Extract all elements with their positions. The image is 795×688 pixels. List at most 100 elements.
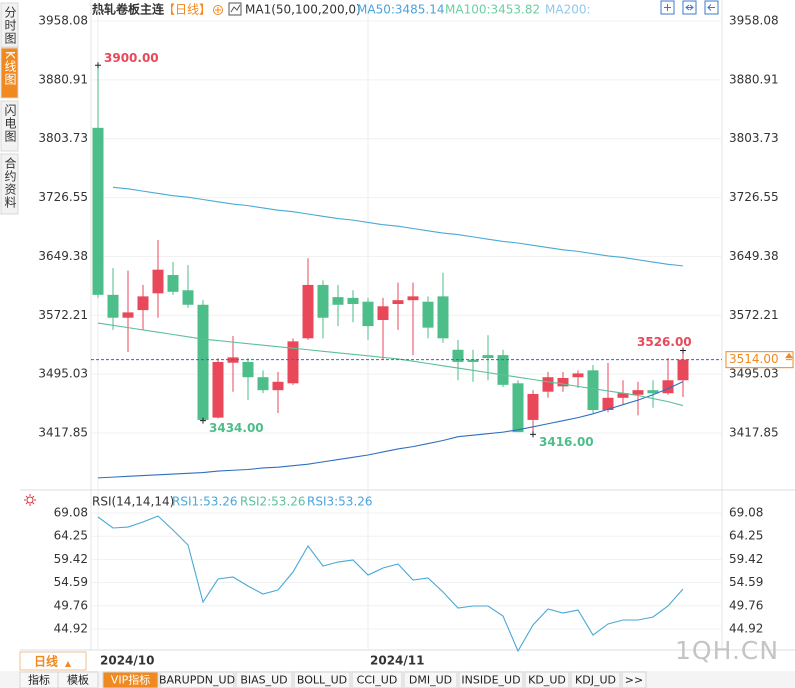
candle-body <box>137 296 149 311</box>
sidebar-tab[interactable] <box>0 100 19 152</box>
candle-body <box>257 377 269 391</box>
toolbar-tab-label[interactable]: KDJ_UD <box>575 674 616 687</box>
annotation-label: 3900.00 <box>104 51 159 65</box>
legend-entry: RSI1:53.26 <box>172 495 238 509</box>
period-button-label[interactable]: 日线 <box>34 654 58 669</box>
candle-body <box>647 390 659 394</box>
candle-body <box>662 380 674 394</box>
toolbar-tab-label[interactable]: BOLL_UD <box>297 674 347 687</box>
ma-line <box>97 381 684 479</box>
sidebar-tab-label[interactable]: 合约资料 <box>3 156 17 209</box>
candle-body <box>272 381 284 391</box>
annotation-label: 3526.00 <box>637 335 692 349</box>
candle-body <box>467 359 479 362</box>
candle-body <box>107 294 119 318</box>
ma-line <box>97 322 684 407</box>
toolbar-tab[interactable] <box>351 671 403 688</box>
rsi-title: RSI(14,14,14) <box>92 495 174 509</box>
toolbar-tab[interactable] <box>403 671 458 688</box>
toolbar-tab[interactable] <box>570 671 621 688</box>
candle-body <box>527 393 539 420</box>
sidebar-tab-label[interactable]: 分时图 <box>3 6 17 45</box>
annotation-label: 3434.00 <box>209 421 264 435</box>
candle-body <box>542 377 554 392</box>
y-tick-label-right: 3880.91 <box>729 72 779 86</box>
last-price-arrow[interactable] <box>785 352 793 361</box>
sidebar-tab-label[interactable]: K线图 <box>3 51 17 86</box>
candle-body <box>92 127 104 295</box>
candle-body <box>422 301 434 328</box>
toolbar-tab[interactable] <box>293 671 351 688</box>
toolbar-tab-label[interactable]: CCI_UD <box>357 674 398 687</box>
toolbar-tab-label[interactable]: VIP指标 <box>111 673 150 687</box>
y-tick-label: 3495.03 <box>38 367 88 381</box>
rsi-settings-icon[interactable] <box>24 494 36 506</box>
last-price-box <box>725 351 794 369</box>
toolbar-tab-label[interactable]: DMI_UD <box>409 674 452 687</box>
toolbar-tab-label[interactable]: >> <box>625 674 643 687</box>
candle-body <box>497 355 509 385</box>
y-tick-label-right: 3572.21 <box>729 308 779 322</box>
y-tick-label-right: 3495.03 <box>729 367 779 381</box>
zoom-icons[interactable] <box>660 0 719 15</box>
annotation-marker <box>95 62 101 69</box>
legend-entry: MA200: <box>545 3 591 17</box>
rsi-line <box>97 515 684 653</box>
toolbar-tab[interactable] <box>458 671 524 688</box>
indicator-icon[interactable] <box>228 2 242 16</box>
candle-body <box>617 393 629 398</box>
candle-body <box>362 301 374 327</box>
toolbar-tab[interactable] <box>102 671 159 688</box>
add-icon[interactable] <box>213 5 223 15</box>
candle-body <box>377 306 389 321</box>
ma-line <box>112 186 684 267</box>
y-tick-label: 3417.85 <box>38 425 88 439</box>
candle-body <box>332 297 344 305</box>
toolbar-tab-label[interactable]: KD_UD <box>528 674 566 687</box>
sidebar-tab[interactable] <box>0 47 19 99</box>
y-tick-label-right: 3726.55 <box>729 190 779 204</box>
candle-body <box>212 361 224 418</box>
indicator: MA1(50,100,200,0) <box>245 3 361 17</box>
candle-body <box>452 349 464 362</box>
toolbar-tab[interactable] <box>57 671 99 688</box>
x-tick-label: 2024/10 <box>100 654 154 668</box>
toolbar-tab-label[interactable]: BIAS_UD <box>240 674 287 687</box>
annotation-marker <box>530 431 536 438</box>
annotation-marker <box>200 417 206 424</box>
toolbar-tab[interactable] <box>159 671 235 688</box>
sidebar-tab-label[interactable]: 闪电图 <box>3 104 17 143</box>
candle-body <box>407 296 419 301</box>
y-tick-label: 3649.38 <box>38 249 88 263</box>
toolbar-tab-label[interactable]: INSIDE_UD <box>461 674 520 687</box>
y-tick-label: 54.59 <box>54 575 88 589</box>
candle-body <box>242 361 254 378</box>
candle-body <box>317 284 329 318</box>
legend-entry: RSI3:53.26 <box>307 495 373 509</box>
candle-body <box>557 377 569 387</box>
toolbar-tab-label[interactable]: BARUPDN_UD <box>159 674 235 687</box>
period-button-arrow[interactable] <box>65 661 71 667</box>
y-tick-label-right: 3803.73 <box>729 131 779 145</box>
sidebar-tab[interactable] <box>0 2 19 48</box>
toolbar-tab[interactable] <box>235 671 293 688</box>
y-tick-label: 44.92 <box>54 621 88 635</box>
watermark: 1QH.CN <box>675 636 779 665</box>
y-tick-label: 3880.91 <box>38 72 88 86</box>
y-tick-label-right: 3417.85 <box>729 425 779 439</box>
sidebar-tab[interactable] <box>0 153 19 215</box>
y-tick-label: 3958.08 <box>38 14 88 28</box>
toolbar-tab-label[interactable]: 模板 <box>67 673 89 687</box>
y-tick-label-right: 64.25 <box>729 529 763 543</box>
candle-body <box>182 290 194 305</box>
y-tick-label: 3572.21 <box>38 308 88 322</box>
toolbar-tab[interactable] <box>621 671 647 688</box>
last-price-label: 3514.00 <box>729 352 779 366</box>
toolbar-tab[interactable] <box>524 671 570 688</box>
candle-body <box>287 341 299 384</box>
y-tick-label-right: 54.59 <box>729 575 763 589</box>
toolbar-tab-label[interactable]: 指标 <box>28 673 50 687</box>
candle-body <box>347 297 359 304</box>
candle-body <box>482 355 494 359</box>
